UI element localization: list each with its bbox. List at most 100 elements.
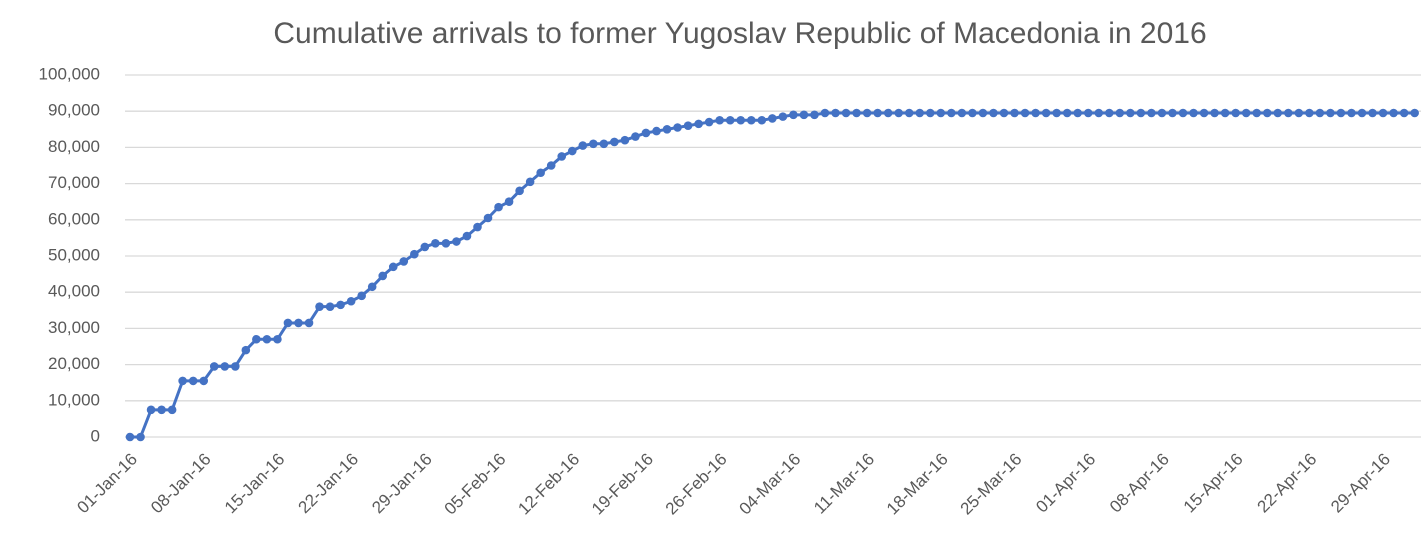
data-point (1273, 108, 1283, 118)
data-point (209, 362, 219, 371)
data-point (399, 257, 409, 266)
data-point (968, 108, 977, 118)
data-point (1136, 108, 1146, 118)
data-point (978, 108, 988, 118)
x-tick-label: 15-Jan-16 (221, 450, 289, 518)
data-point (852, 108, 861, 118)
x-tick-label: 19-Feb-16 (588, 450, 657, 519)
data-point (631, 132, 640, 141)
data-point (525, 177, 535, 187)
x-tick-label: 11-Mar-16 (810, 450, 878, 518)
data-point (1031, 108, 1040, 118)
y-tick-label: 40,000 (48, 282, 100, 301)
data-point (1115, 108, 1125, 118)
x-tick-label: 01-Apr-16 (1032, 450, 1099, 517)
x-tick-label: 15-Apr-16 (1180, 450, 1247, 517)
data-point (1157, 108, 1167, 118)
data-point (1020, 108, 1030, 118)
data-point (220, 362, 230, 371)
data-point (1241, 108, 1251, 118)
x-tick-label: 12-Feb-16 (514, 450, 583, 519)
data-point (1284, 108, 1293, 118)
data-point (599, 139, 609, 149)
data-point (452, 237, 461, 246)
data-point (704, 117, 714, 127)
data-point (262, 334, 272, 344)
x-tick-label: 22-Apr-16 (1253, 450, 1320, 517)
y-tick-label: 100,000 (39, 64, 100, 83)
data-point (999, 108, 1009, 118)
data-point (146, 405, 156, 415)
data-point (1094, 108, 1104, 118)
data-point (1305, 108, 1314, 118)
y-tick-label: 60,000 (48, 209, 100, 228)
data-point (1062, 108, 1072, 118)
data-point (1210, 108, 1219, 118)
x-tick-label: 04-Mar-16 (736, 450, 805, 519)
data-point (325, 302, 335, 311)
data-point (652, 126, 661, 136)
data-point (1189, 108, 1198, 118)
x-tick-label: 29-Apr-16 (1327, 450, 1394, 517)
data-point (578, 141, 588, 150)
data-point (925, 108, 935, 118)
data-point (1073, 108, 1082, 118)
data-point (536, 168, 545, 178)
data-point (483, 213, 493, 223)
data-point (1294, 108, 1304, 118)
data-point (820, 108, 830, 118)
data-point (725, 115, 735, 125)
data-point (241, 345, 251, 355)
data-point (1231, 108, 1240, 118)
data-point (746, 115, 756, 125)
data-point (957, 108, 967, 118)
data-point (1410, 108, 1419, 118)
data-point (441, 239, 451, 248)
data-point (410, 249, 419, 259)
data-point (462, 231, 472, 241)
data-point (1357, 108, 1367, 118)
data-point (252, 334, 261, 344)
data-point (883, 108, 893, 118)
data-point (494, 202, 503, 212)
data-point (515, 186, 524, 196)
x-tick-label: 05-Feb-16 (441, 450, 510, 519)
data-point (1126, 108, 1135, 118)
data-point (894, 108, 903, 118)
data-point (947, 108, 956, 118)
data-point (431, 239, 440, 248)
data-point (1315, 108, 1325, 118)
data-point (1252, 108, 1262, 118)
y-tick-label: 20,000 (48, 354, 100, 373)
data-point (283, 318, 293, 328)
data-point (1220, 108, 1230, 118)
x-tick-label: 22-Jan-16 (295, 450, 363, 518)
data-point (167, 405, 177, 415)
data-point (157, 405, 166, 415)
data-point (136, 432, 145, 442)
data-point (610, 137, 619, 147)
data-point (1083, 108, 1093, 118)
data-point (873, 108, 882, 118)
data-point (915, 108, 925, 118)
y-tick-label: 50,000 (48, 245, 100, 264)
data-point (336, 300, 345, 310)
y-tick-label: 0 (91, 426, 100, 445)
x-tick-label: 29-Jan-16 (368, 450, 436, 518)
data-point (504, 197, 514, 206)
data-point (546, 161, 556, 170)
data-point (231, 362, 240, 371)
data-point (789, 110, 798, 120)
data-point (736, 115, 746, 125)
data-point (1052, 108, 1061, 118)
data-point (125, 432, 135, 442)
data-point (904, 108, 914, 118)
y-tick-label: 80,000 (48, 137, 100, 156)
data-point (294, 318, 303, 328)
data-point (831, 108, 840, 118)
data-point (188, 376, 198, 386)
chart-title: Cumulative arrivals to former Yugoslav R… (273, 17, 1206, 50)
data-point (1168, 108, 1177, 118)
data-point (357, 291, 366, 301)
